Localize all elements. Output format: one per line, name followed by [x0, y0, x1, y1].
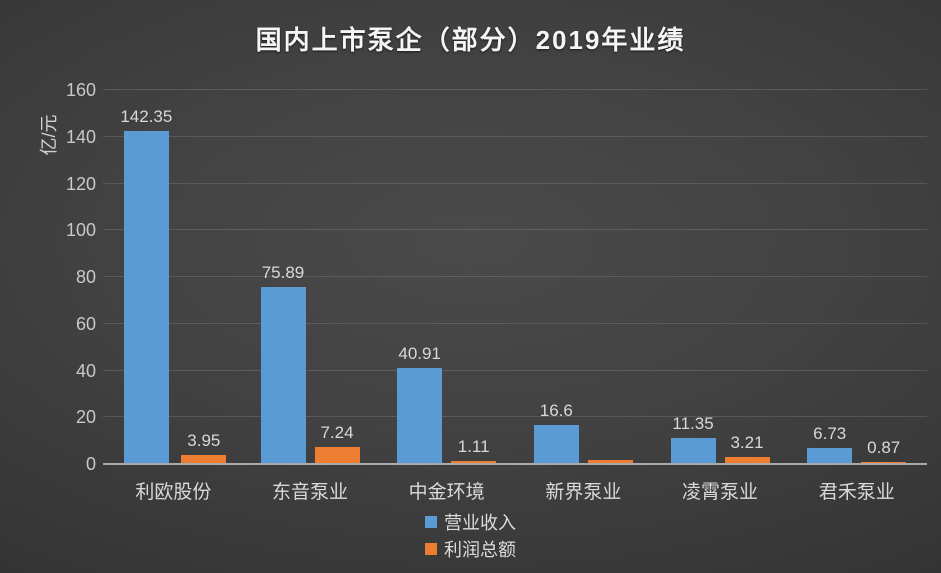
bar-wrap-profit-2: 1.11 [451, 90, 497, 464]
chart-title: 国内上市泵企（部分）2019年业绩 [255, 25, 686, 55]
bar-wrap-revenue-4: 11.35 [670, 90, 716, 464]
bar-wrap-revenue-0: 142.35 [120, 90, 172, 464]
bar-profit-3 [587, 460, 633, 464]
y-tick-40: 40 [75, 360, 96, 381]
legend-label-revenue: 营业收入 [444, 512, 516, 533]
bar-value-label-revenue-3: 16.6 [539, 401, 573, 421]
bar-wrap-revenue-3: 16.6 [533, 90, 579, 464]
legend-label-profit: 利润总额 [444, 539, 516, 560]
legend-item-profit: 利润总额 [425, 535, 516, 562]
bar-profit-0 [181, 454, 227, 464]
gridline-80 [103, 276, 927, 277]
gridline-120 [103, 182, 927, 184]
bar-group-1: 75.89 7.24 [242, 90, 379, 464]
bar-wrap-profit-5: 0.87 [861, 90, 907, 464]
bar-value-label-profit-2: 1.11 [457, 437, 490, 457]
bar-value-label-revenue-4: 11.35 [672, 413, 714, 433]
bar-group-0: 142.35 3.95 [105, 90, 242, 464]
bar-wrap-profit-1: 7.24 [314, 90, 360, 464]
gridline-60 [103, 322, 927, 324]
x-axis-category-labels: 利欧股份 东音泵业 中金环境 新界泵业 凌霄泵业 君禾泵业 [105, 477, 925, 504]
bar-wrap-profit-4: 3.21 [724, 90, 770, 464]
y-tick-60: 60 [75, 313, 96, 334]
gridline-20 [103, 416, 927, 418]
category-label-3: 新界泵业 [545, 482, 622, 503]
y-tick-20: 20 [75, 407, 96, 428]
bar-profit-2 [451, 461, 497, 464]
bar-wrap-revenue-1: 75.89 [260, 90, 306, 464]
y-tick-120: 120 [65, 173, 96, 194]
gridline-140 [103, 135, 927, 137]
bar-group-2: 40.91 1.11 [378, 90, 515, 464]
y-tick-100: 100 [65, 220, 96, 241]
y-tick-140: 140 [65, 126, 96, 147]
bar-wrap-profit-0: 3.95 [181, 90, 227, 464]
bar-value-label-profit-1: 7.24 [320, 423, 354, 443]
legend-swatch-profit [425, 542, 437, 555]
y-tick-80: 80 [75, 267, 96, 287]
y-tick-0: 0 [85, 454, 96, 474]
legend-item-revenue: 营业收入 [425, 508, 516, 535]
bar-revenue-4 [670, 437, 716, 464]
gridline-100 [103, 229, 927, 231]
category-label-1: 东音泵业 [272, 482, 349, 503]
bar-value-label-revenue-2: 40.91 [398, 344, 441, 364]
bar-profit-1 [314, 447, 360, 464]
bar-value-label-revenue-0: 142.35 [120, 107, 173, 127]
gridline-40 [103, 369, 927, 371]
bar-value-label-revenue-1: 75.89 [261, 262, 305, 282]
legend: 营业收入 利润总额 [0, 508, 941, 562]
gridline-160 [103, 89, 927, 90]
bar-revenue-2 [397, 368, 443, 464]
category-label-0: 利欧股份 [135, 482, 212, 503]
x-axis-line [103, 463, 927, 465]
bar-group-4: 11.35 3.21 [652, 90, 789, 464]
bar-wrap-revenue-2: 40.91 [397, 90, 443, 464]
bar-revenue-3 [533, 425, 579, 464]
bar-revenue-1 [260, 286, 306, 464]
bar-value-label-profit-5: 0.87 [867, 438, 901, 457]
bar-groups: 142.35 3.95 75.89 7.24 40.91 1.11 16.6 11.35 3.2… [105, 90, 925, 464]
bar-value-label-profit-0: 3.95 [187, 430, 221, 450]
bar-revenue-5 [807, 448, 853, 464]
bar-profit-4 [724, 456, 770, 464]
category-label-4: 凌霄泵业 [682, 482, 759, 503]
bar-group-5: 6.73 0.87 [788, 90, 925, 464]
bar-wrap-profit-3 [587, 90, 633, 464]
bar-value-label-revenue-5: 6.73 [813, 424, 847, 444]
category-label-2: 中金环境 [408, 482, 485, 503]
bar-group-3: 16.6 [515, 90, 652, 464]
legend-swatch-revenue [425, 515, 437, 528]
bar-revenue-0 [123, 131, 169, 464]
bar-value-label-profit-4: 3.21 [730, 432, 764, 452]
category-label-5: 君禾泵业 [818, 482, 895, 503]
bar-wrap-revenue-5: 6.73 [807, 90, 853, 464]
y-tick-160: 160 [65, 80, 96, 100]
plot-area: 142.35 3.95 75.89 7.24 40.91 1.11 16.6 11.35 3.2… [103, 89, 927, 465]
